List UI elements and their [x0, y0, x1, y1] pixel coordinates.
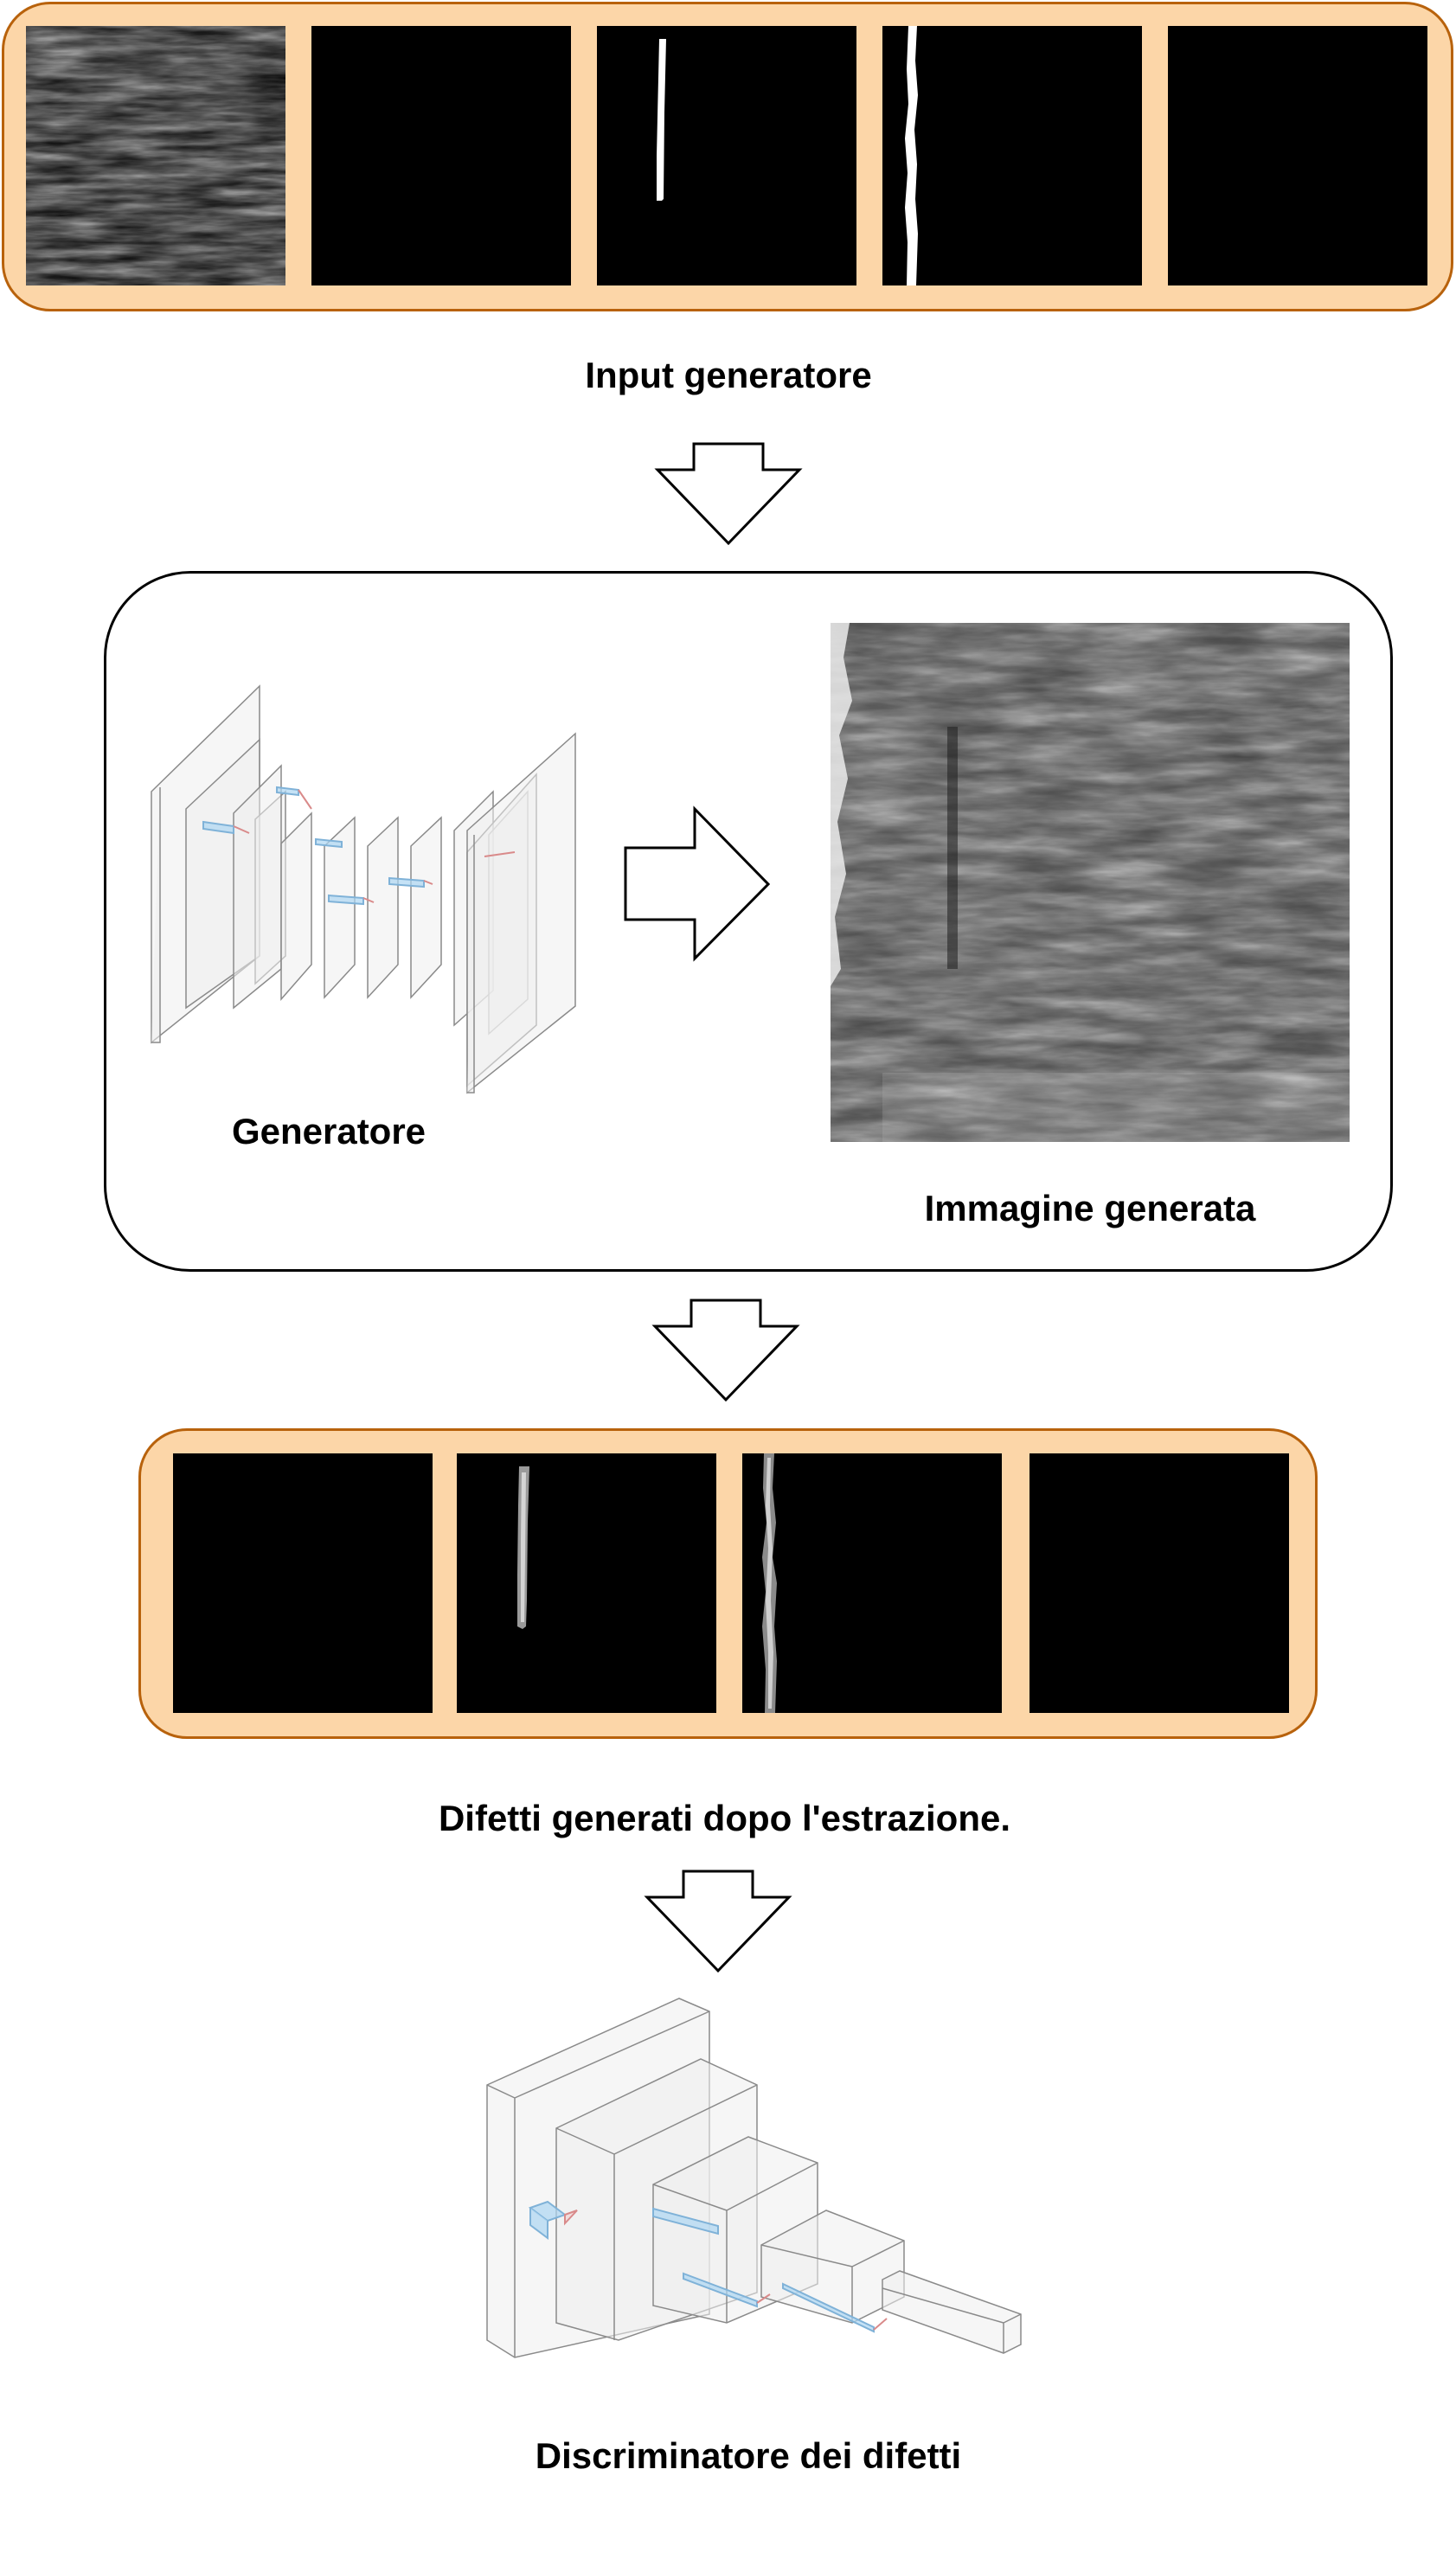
discriminator-network-icon	[486, 1998, 1022, 2358]
arrow-down-icon	[644, 1870, 792, 1973]
input-tile-texture	[26, 26, 285, 285]
arrow-right-icon	[624, 805, 771, 962]
generated-image	[831, 623, 1350, 1142]
arrow-down-icon	[651, 1299, 800, 1402]
output-tile-blank	[173, 1453, 433, 1713]
arrow-down-icon	[654, 442, 803, 546]
input-tile-straight-mask	[597, 26, 856, 285]
generator-label: Generatore	[231, 1111, 427, 1151]
generator-network-icon	[151, 684, 576, 1094]
extracted-label: Difetti generati dopo l'estrazione.	[438, 1798, 1011, 1838]
output-tile-blank	[1029, 1453, 1289, 1713]
output-tile-short-defect	[457, 1453, 716, 1713]
generated-image-label: Immagine generata	[924, 1188, 1256, 1228]
input-tile-blank	[1168, 26, 1427, 285]
input-tile-blank	[311, 26, 571, 285]
output-tile-long-defect	[742, 1453, 1002, 1713]
discriminator-label: Discriminatore dei difetti	[535, 2435, 962, 2476]
input-tile-wavy-mask	[882, 26, 1142, 285]
input-label: Input generatore	[585, 355, 872, 395]
